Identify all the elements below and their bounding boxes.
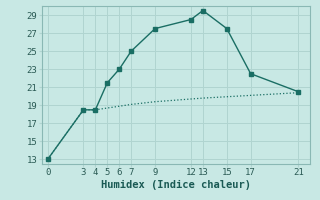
X-axis label: Humidex (Indice chaleur): Humidex (Indice chaleur) (101, 180, 251, 190)
